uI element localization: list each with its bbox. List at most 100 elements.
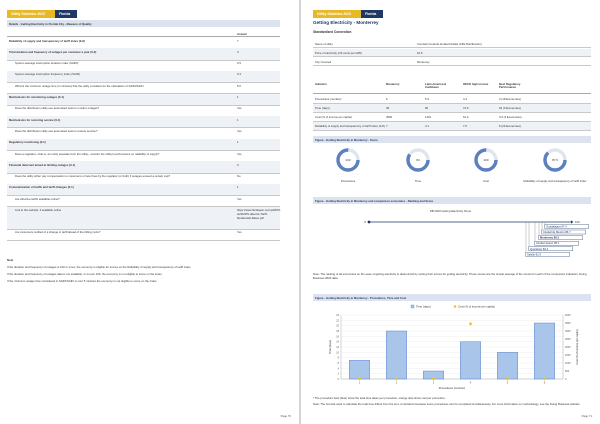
ranking-caption: DB 2020 Getting Electricity Score — [429, 209, 472, 213]
score-donut: 100 — [336, 148, 360, 172]
figure-ranking-title: Figure - Getting Electricity in Monterre… — [313, 197, 591, 204]
info-key: Name of utility — [315, 41, 333, 46]
y2-tick-label: 2500 — [565, 338, 571, 341]
table-column-header: Answer — [7, 31, 280, 37]
table-row: Mechanisms for restoring service (0-1) 1 — [7, 116, 280, 129]
indicator-row: Procedures (number) 6 5.9 4.4 3 (18 Economie… — [313, 95, 591, 104]
indicator-cell: 1401 — [425, 115, 432, 119]
indicator-cell: 18 (3 Economies) — [499, 106, 521, 110]
donut-value: 100 — [345, 158, 350, 162]
indicator-cell: 4.1 — [425, 124, 429, 128]
row-value: https://www.floridapsc.com/pdf/FPL tarif… — [237, 208, 281, 220]
ranking-box — [541, 229, 586, 235]
donut-arc — [474, 148, 498, 172]
y2-axis-title: Cost (% of income per capita) — [575, 329, 579, 365]
row-value: 7 — [237, 38, 239, 43]
x-tick-label: 4 — [470, 381, 472, 385]
ranking-box — [534, 241, 579, 246]
donut-label: Cost — [483, 179, 489, 183]
table-row: Communication of tariffs and tariff chan… — [7, 183, 280, 197]
indicator-cell: 66 — [425, 106, 429, 110]
indicator-cell: 7.5 — [463, 124, 467, 128]
info-key: City Covered — [315, 59, 332, 64]
y2-tick-label: 1000 — [565, 362, 571, 365]
chart-footnote: * The procedure bars (blue) show the tot… — [313, 396, 446, 400]
note-item: If the duration and frequency of outages… — [7, 272, 163, 276]
cost-point — [432, 377, 435, 381]
region-badge: Florida — [361, 10, 383, 18]
figure-score-title: Figure - Getting Electricity in Monterre… — [313, 136, 591, 143]
ranking-label: Saltillo 82.9 — [527, 252, 541, 256]
info-value: Monterrey — [417, 59, 430, 64]
ranking-box — [528, 246, 573, 251]
report-badge: Utility Statistics 2023 — [7, 10, 55, 18]
row-value: Yes — [237, 151, 242, 156]
row-value: 1 — [237, 117, 239, 122]
y-tick-label: 8 — [338, 357, 340, 360]
indicator-row: Time (days) 48 66 74.9 18 (3 Economies) — [313, 104, 591, 113]
page-right: Utility Statistics 2023 Florida Getting … — [301, 0, 600, 424]
indicator-cell: 6 — [386, 97, 388, 101]
ranking-label: Guadalajara 87.4 — [546, 224, 567, 228]
page-left: Utility Statistics 2023 Florida Details … — [0, 0, 299, 424]
row-value: 5.0 — [237, 83, 241, 88]
ranking-chart: 0 100 Guadalajara 87.4 Ciudad de Mexico 86.… — [364, 220, 589, 257]
note-item: If the minimum outage time considered in… — [7, 279, 158, 283]
page-number: Page 70 — [280, 414, 291, 418]
row-value: 0 — [237, 162, 239, 167]
info-row: Price of electricity (US cents per kWh) 1… — [313, 49, 591, 57]
indicator-cell: 5.9 — [425, 97, 429, 101]
axis-start-dot — [367, 220, 371, 224]
row-label: Does the utility either pay compensation… — [15, 174, 171, 179]
donut-label: Procedures — [340, 179, 356, 183]
row-label: Mechanisms for monitoring outages (0-1) — [9, 95, 64, 99]
bar — [349, 360, 370, 380]
table-row: Financial deterrent aimed at limiting ou… — [7, 161, 280, 174]
cost-point — [358, 377, 361, 381]
legend-point-label: Cost (% of income per capita) — [458, 305, 495, 309]
ranking-box — [544, 224, 589, 229]
indicator-cell: Cost (% of income per capita) — [315, 115, 352, 119]
axis-end-arrow — [571, 220, 574, 224]
bar — [386, 330, 407, 380]
row-value: 1 — [237, 95, 239, 99]
cost-point — [395, 377, 398, 381]
y-tick-label: 0 — [338, 378, 340, 381]
y-tick-label: 10 — [336, 351, 339, 354]
info-key: Price of electricity (US cents per kWh) — [315, 50, 363, 55]
row-label: Regulatory monitoring (0-1) — [9, 140, 46, 145]
indicator-row: Reliability of supply and transparency o… — [313, 122, 591, 131]
indicator-cell: 8 (26 Economies) — [499, 124, 521, 128]
donut-value: 84 — [416, 158, 420, 162]
indicator-cell: 0.0 (3 Economies) — [499, 115, 522, 119]
x-tick-label: 1 — [359, 381, 361, 385]
ranking-label: Ciudad de Mexico 86.7 — [543, 230, 571, 234]
row-label: System average interruption frequency in… — [15, 72, 81, 77]
y-tick-label: 22 — [336, 319, 339, 322]
bar — [534, 322, 555, 380]
ranking-label: Monterrey 86.2 — [540, 236, 559, 240]
donut-label: Reliability of supply and transparency o… — [523, 179, 587, 183]
y2-tick-label: 500 — [565, 370, 570, 373]
row-label: What is the minimum outage time (in minu… — [15, 83, 144, 88]
row-value: 3 — [237, 49, 239, 54]
row-label: Are effective tariffs available online? — [15, 196, 60, 201]
y-tick-label: 12 — [336, 346, 339, 349]
row-label: Communication of tariffs and tariff chan… — [9, 185, 74, 190]
row-value: Yes — [237, 128, 242, 133]
indicator-table-header: Indicator Monterrey Latin America & Cari… — [313, 82, 591, 94]
row-value: 0.4 — [237, 72, 241, 77]
donut-arc — [543, 148, 567, 172]
donut-arc — [336, 148, 360, 172]
row-value: 1 — [237, 140, 239, 145]
y-tick-label: 4 — [338, 367, 340, 370]
figure-procedures-title: Figure - Getting Electricity in Monterre… — [313, 294, 591, 301]
row-label: Are customers notified of a change in ta… — [15, 230, 101, 234]
table-row: Total duration and frequency of outages … — [7, 48, 280, 61]
indicator-cell: Procedures (number) — [315, 97, 342, 101]
table-title: Details - Getting Electricity in Florida… — [7, 20, 280, 27]
indicator-cell: 61.0 — [463, 115, 469, 119]
score-donut: 84 — [406, 148, 430, 172]
row-label: Does the distribution utility use automa… — [15, 106, 100, 111]
ranking-box — [538, 235, 583, 240]
